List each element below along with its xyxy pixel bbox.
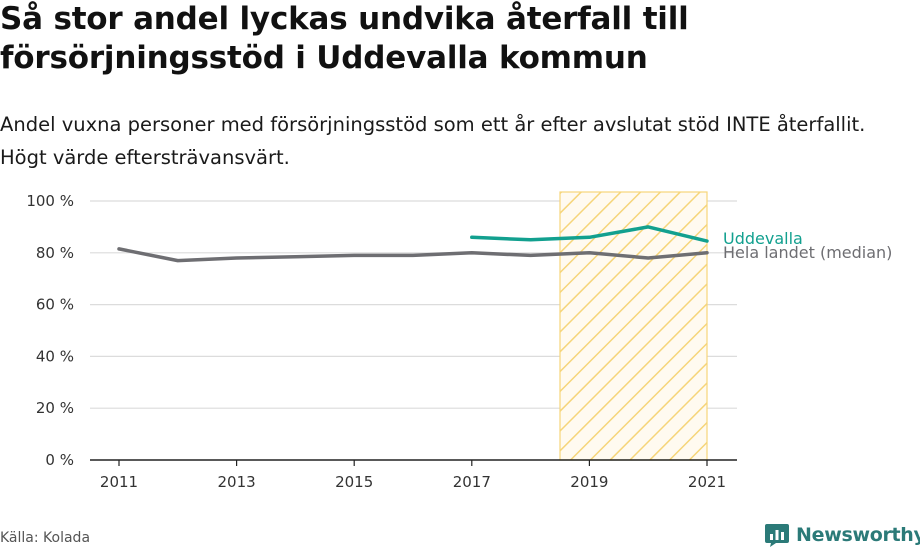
chart-subtitle: Andel vuxna personer med försörjningsstö… — [0, 113, 866, 169]
chart-bubble-icon — [765, 524, 789, 547]
highlight-period — [559, 191, 708, 461]
y-tick-label: 60 % — [36, 296, 74, 314]
source-note: Källa: Kolada — [0, 530, 91, 546]
y-tick-label: 0 % — [45, 451, 74, 469]
y-tick-label: 80 % — [36, 244, 74, 262]
series-label: Hela landet (median) — [723, 243, 892, 262]
y-tick-label: 100 % — [26, 192, 74, 210]
series-line — [470, 225, 709, 243]
x-tick-label: 2015 — [335, 473, 373, 491]
x-tick-label: 2013 — [218, 473, 256, 491]
x-tick-label: 2011 — [100, 473, 138, 491]
y-tick-label: 20 % — [36, 399, 74, 417]
y-tick-label: 40 % — [36, 347, 74, 365]
brand-logo: Newsworthy — [764, 520, 920, 550]
x-tick-label: 2019 — [570, 473, 608, 491]
x-tick-label: 2017 — [453, 473, 491, 491]
series-line — [117, 247, 709, 263]
chart-title: Så stor andel lyckas undvika återfall ti… — [0, 1, 689, 76]
series-label: Uddevalla — [723, 229, 803, 248]
x-tick-label: 2021 — [688, 473, 726, 491]
brand-name: Newsworthy — [796, 524, 920, 546]
